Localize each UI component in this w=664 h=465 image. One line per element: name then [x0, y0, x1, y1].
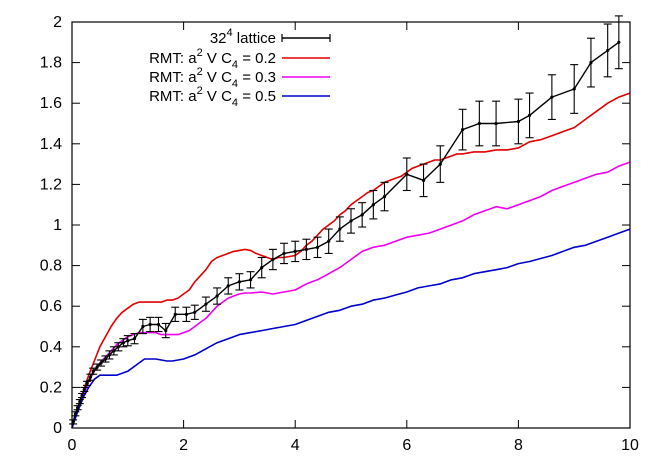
data-point [78, 400, 82, 404]
y-tick-label: 0 [53, 420, 62, 437]
plot-series-layer [69, 15, 631, 429]
data-point [226, 284, 230, 288]
data-point [405, 172, 409, 176]
data-point [293, 249, 297, 253]
x-tick-label: 10 [621, 437, 639, 454]
y-tick-label: 0.6 [40, 298, 62, 315]
data-point [116, 345, 120, 349]
x-tick-labels: 0 2 4 6 8 10 [68, 437, 639, 454]
series-line-1 [71, 92, 631, 429]
data-point [461, 127, 465, 132]
legend-label-1: RMT: a2 V C4 = 0.2 [149, 47, 276, 71]
data-point [141, 324, 145, 329]
x-tick-label: 2 [179, 437, 188, 454]
x-tick-label: 4 [291, 437, 300, 454]
data-point [550, 95, 554, 99]
legend-text-part: V C [203, 88, 232, 105]
y-tick-label: 2 [53, 14, 62, 31]
legend-text-part: = 0.2 [238, 50, 276, 67]
y-tick-label: 0.8 [40, 258, 62, 275]
data-point [360, 213, 364, 217]
y-tick-label: 1.8 [40, 55, 62, 72]
series-line-2 [71, 161, 631, 429]
legend-text-part: V C [203, 50, 232, 67]
data-point [173, 312, 177, 316]
legend-label-0: 324 lattice [210, 27, 276, 47]
y-tick-label: 0.4 [40, 339, 62, 356]
y-tick-label: 1.2 [40, 176, 62, 193]
data-point [282, 251, 286, 256]
axis-ticks [71, 21, 631, 429]
data-point [148, 322, 152, 327]
data-point [107, 353, 111, 357]
data-point [164, 328, 168, 333]
data-point [88, 375, 93, 379]
y-tick-label: 0.2 [40, 379, 62, 396]
data-point [121, 341, 125, 345]
data-point [349, 219, 353, 223]
legend-text-part: = 0.5 [238, 88, 276, 105]
data-point [477, 121, 481, 126]
data-point [338, 227, 342, 231]
data-point [132, 337, 137, 341]
legend-label-2: RMT: a2 V C4 = 0.3 [149, 66, 276, 90]
legend-text-part: V C [203, 69, 232, 86]
legend-text-part: 2 [197, 47, 203, 59]
legend-label-3: RMT: a2 V C4 = 0.5 [149, 85, 276, 109]
legend-text-part: 4 [232, 97, 238, 109]
data-point [85, 381, 89, 385]
x-tick-label: 8 [514, 437, 523, 454]
data-point [184, 312, 188, 316]
series-line-3 [71, 228, 631, 429]
data-point [382, 194, 387, 199]
legend-text-part: RMT: a [149, 88, 197, 105]
legend-text-part: RMT: a [149, 50, 197, 67]
y-tick-label: 1.4 [40, 136, 62, 153]
legend-text-part: 4 [232, 78, 238, 90]
legend-text-part: 32 [210, 30, 227, 47]
legend-text-part: RMT: a [149, 69, 197, 86]
data-point [248, 278, 253, 282]
x-tick-label: 6 [402, 437, 411, 454]
y-tick-label: 1.6 [40, 95, 62, 112]
data-point [73, 412, 77, 416]
data-point [516, 119, 521, 124]
data-point [304, 247, 308, 251]
data-point [271, 257, 275, 262]
legend-text-part: 4 [227, 27, 233, 39]
legend-text-part: 4 [232, 59, 238, 71]
legend-text-part: lattice [233, 30, 276, 47]
data-point [438, 162, 442, 166]
data-point [527, 113, 532, 117]
legend-text-part: 2 [197, 66, 203, 78]
data-point [260, 266, 264, 270]
data-point [315, 245, 320, 249]
data-point [237, 280, 241, 284]
data-point [112, 349, 116, 353]
data-point [156, 322, 161, 327]
data-point [421, 178, 426, 182]
data-point [75, 406, 80, 410]
legend-text-part: 2 [197, 85, 203, 97]
x-tick-label: 0 [68, 437, 77, 454]
data-point [606, 48, 610, 53]
data-point [80, 393, 84, 398]
y-tick-label: 1 [53, 217, 62, 234]
y-tick-labels: 0 0.2 0.4 0.6 0.8 1 1.2 1.4 1.6 1.8 2 [40, 14, 62, 437]
data-point [327, 239, 331, 243]
data-point [126, 339, 130, 343]
data-point [193, 310, 197, 314]
data-point [215, 294, 219, 298]
data-point [204, 302, 208, 306]
data-point [572, 87, 576, 91]
legend-text-part: = 0.3 [238, 69, 276, 86]
data-point [494, 121, 498, 126]
data-point [617, 40, 621, 44]
data-point [82, 387, 86, 392]
data-point [589, 61, 593, 65]
data-point [371, 203, 375, 207]
